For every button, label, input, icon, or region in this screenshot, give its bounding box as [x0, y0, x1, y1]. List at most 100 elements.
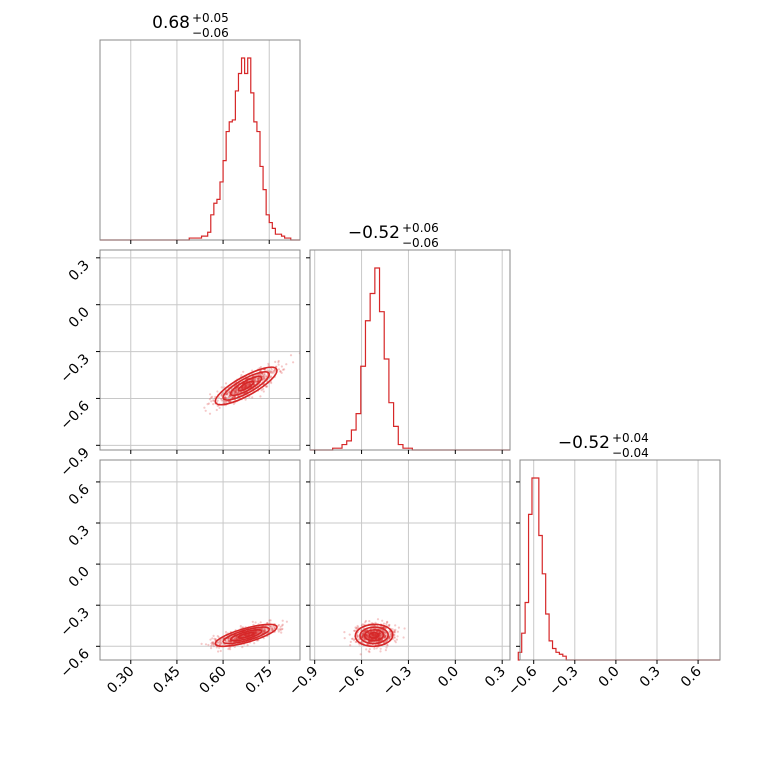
- x-tick-label-1-2: −0.3: [380, 664, 415, 699]
- sample-point: [218, 406, 221, 409]
- sample-point: [285, 363, 288, 366]
- sample-point: [209, 638, 212, 641]
- sample-point: [372, 633, 375, 636]
- sample-point: [388, 636, 391, 639]
- sample-point: [220, 394, 223, 397]
- contour-level-2: [359, 626, 389, 645]
- sample-point: [381, 619, 384, 622]
- sample-point: [281, 627, 284, 631]
- sample-point: [228, 400, 231, 403]
- sample-point: [255, 380, 258, 383]
- sample-point: [366, 636, 369, 639]
- sample-point: [253, 378, 256, 382]
- x-tick-label-1-3: 0.0: [435, 664, 462, 691]
- contour-level-3: [214, 623, 278, 648]
- grid-panel-2-1: [310, 460, 510, 660]
- sample-point: [374, 633, 377, 636]
- sample-point: [211, 641, 214, 644]
- sample-point: [243, 385, 247, 388]
- sample-point: [244, 384, 247, 387]
- sample-point: [373, 647, 376, 650]
- contour-level-3: [354, 623, 394, 648]
- contour-level-0: [237, 631, 255, 639]
- sample-point: [240, 387, 244, 390]
- sample-point: [372, 633, 375, 636]
- sample-point: [227, 638, 230, 641]
- sample-point: [265, 374, 268, 377]
- sample-point: [403, 627, 406, 630]
- sample-point: [262, 629, 265, 632]
- x-tick-label-2-2: 0.0: [596, 664, 623, 691]
- sample-point: [277, 361, 280, 364]
- sample-point: [247, 633, 251, 636]
- sample-point: [380, 634, 383, 637]
- sample-point: [228, 400, 231, 403]
- sample-point: [356, 634, 359, 637]
- sample-point: [366, 635, 369, 639]
- sample-point: [257, 377, 260, 380]
- sample-point: [228, 646, 231, 649]
- sample-point: [213, 637, 216, 641]
- sample-point: [374, 634, 377, 638]
- sample-point: [244, 398, 247, 401]
- sample-point: [374, 634, 377, 637]
- sample-point: [216, 635, 219, 638]
- sample-point: [386, 621, 389, 624]
- sample-point: [371, 635, 374, 638]
- sample-point: [262, 630, 265, 633]
- sample-point: [395, 638, 398, 641]
- sample-point: [388, 631, 391, 634]
- sample-point: [244, 634, 247, 637]
- contour-level-2: [222, 371, 271, 401]
- sample-point: [218, 643, 222, 646]
- sample-point: [388, 637, 391, 640]
- sample-point: [362, 632, 365, 635]
- sample-point: [402, 636, 405, 639]
- sample-point: [246, 634, 249, 637]
- sample-point: [229, 648, 232, 651]
- sample-point: [218, 640, 221, 644]
- sample-point: [374, 634, 377, 637]
- sample-point: [231, 396, 234, 399]
- panel-frame-2-1: [309, 459, 511, 661]
- sample-point: [383, 631, 386, 634]
- sample-point: [234, 390, 237, 393]
- sample-point: [367, 650, 370, 653]
- sample-point: [233, 392, 236, 395]
- sample-point: [368, 620, 371, 623]
- sample-point: [350, 637, 354, 640]
- sample-point: [280, 628, 283, 631]
- x-tick-label-2-4: 0.6: [678, 663, 705, 690]
- sample-point: [267, 362, 270, 365]
- sample-point: [256, 378, 259, 381]
- sample-point: [271, 628, 274, 632]
- sample-point: [210, 642, 213, 645]
- panel-frame-2-2: [519, 459, 721, 661]
- sample-point: [371, 634, 375, 637]
- sample-point: [265, 375, 268, 378]
- sample-point: [351, 637, 354, 640]
- sample-point: [270, 371, 273, 374]
- sample-point: [365, 634, 368, 637]
- sample-point: [215, 408, 218, 412]
- sample-point: [368, 648, 371, 651]
- sample-point: [279, 370, 282, 373]
- sample-point: [254, 632, 257, 635]
- sample-point: [366, 632, 370, 635]
- sample-point: [234, 390, 237, 393]
- sample-point: [233, 637, 236, 640]
- sample-point: [255, 380, 258, 383]
- sample-point: [211, 643, 214, 646]
- y-tick-label-2-1: −0.3: [57, 605, 92, 640]
- sample-point: [266, 369, 269, 372]
- sample-point: [361, 636, 364, 640]
- sample-point: [270, 627, 273, 630]
- sample-point: [210, 644, 213, 647]
- sample-point: [255, 631, 258, 634]
- marginal-histogram-1: [310, 267, 510, 451]
- panel-frame-1-0: [99, 249, 301, 451]
- sample-point: [224, 396, 227, 399]
- sample-point: [251, 369, 254, 372]
- sample-point: [353, 629, 356, 632]
- sample-point: [365, 648, 368, 651]
